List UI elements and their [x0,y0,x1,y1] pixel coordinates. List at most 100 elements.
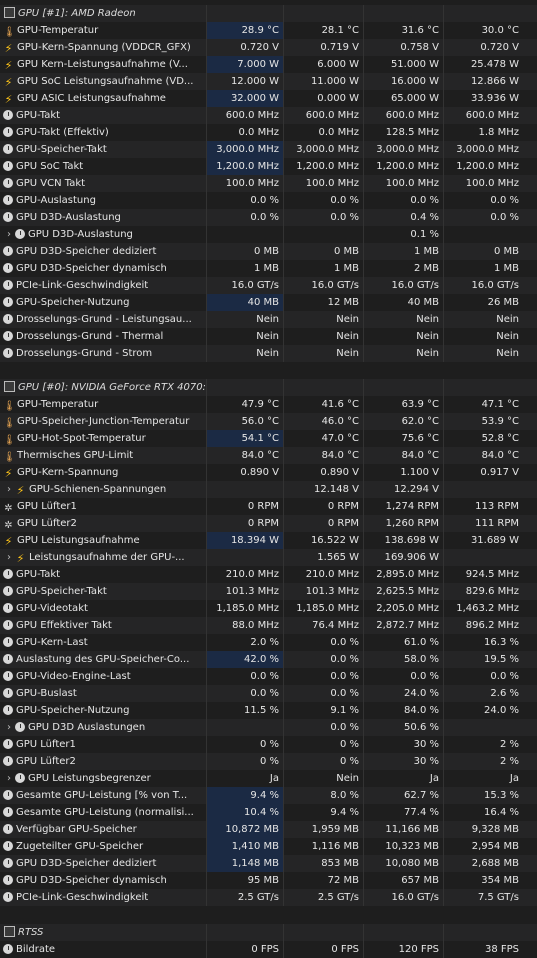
sensor-row[interactable]: GPU SoC Takt 1,200.0 MHz 1,200.0 MHz 1,200.… [0,158,537,175]
clock-icon [3,161,13,171]
section-title: GPU [#0]: NVIDIA GeForce RTX 4070: Palit… [0,379,206,396]
sensor-row[interactable]: ⚡ GPU ASIC Leistungsaufnahme 32.000 W 0.000… [0,90,537,107]
sensor-row[interactable]: Gesamte GPU-Leistung [% von T... 9.4 % 8.0… [0,787,537,804]
sensor-row[interactable]: ⚡ GPU Leistungsaufnahme 18.394 W 16.522 W 13… [0,532,537,549]
current-value: 0.0 % [206,192,283,209]
avg-value: Nein [443,328,523,345]
sensor-row[interactable]: GPU-Buslast 0.0 % 0.0 % 24.0 % 2.6 % [0,685,537,702]
sensor-row[interactable]: ✲ GPU Lüfter2 0 RPM 0 RPM 1,260 RPM 111 RPM [0,515,537,532]
max-value: Nein [363,328,443,345]
sensor-row[interactable]: ✲ GPU Lüfter1 0 RPM 0 RPM 1,274 RPM 113 RPM [0,498,537,515]
sensor-row[interactable]: 🌡Thermisches GPU-Limit 84.0 °C 84.0 °C 84.0… [0,447,537,464]
sensor-label: Verfügbar GPU-Speicher [16,824,137,835]
sensor-row[interactable]: PCIe-Link-Geschwindigkeit 16.0 GT/s 16.0 G… [0,277,537,294]
sensor-row[interactable]: Drosselungs-Grund - Thermal Nein Nein Nein N… [0,328,537,345]
avg-value: 2.6 % [443,685,523,702]
avg-value: 113 RPM [443,498,523,515]
sensor-row[interactable]: Zugeteilter GPU-Speicher 1,410 MB 1,116 MB… [0,838,537,855]
sensor-row[interactable]: GPU-Speicher-Takt 3,000.0 MHz 3,000.0 MHz 3… [0,141,537,158]
sensor-row[interactable]: Drosselungs-Grund - Strom Nein Nein Nein Nei… [0,345,537,362]
clock-icon [3,858,13,868]
max-value: 10,080 MB [363,855,443,872]
current-value: 42.0 % [206,651,283,668]
sensor-row[interactable]: › GPU D3D Auslastungen 0.0 % 50.6 % [0,719,537,736]
current-value: 210.0 MHz [206,566,283,583]
sensor-row[interactable]: GPU-Speicher-Nutzung 40 MB 12 MB 40 MB 26 MB [0,294,537,311]
current-value: 0.720 V [206,39,283,56]
sensor-row[interactable]: 🌡GPU-Speicher-Junction-Temperatur 56.0 °C… [0,413,537,430]
max-value: 100.0 MHz [363,175,443,192]
expand-arrow-icon[interactable]: › [7,552,11,563]
sensor-name: › GPU Leistungsbegrenzer [0,770,206,787]
sensor-row[interactable]: GPU-Speicher-Takt 101.3 MHz 101.3 MHz 2,625… [0,583,537,600]
sensor-row[interactable]: 🌡GPU-Temperatur 47.9 °C 41.6 °C 63.9 °C 47.1… [0,396,537,413]
sensor-row[interactable]: GPU VCN Takt 100.0 MHz 100.0 MHz 100.0 MHz 1… [0,175,537,192]
max-value: 84.0 °C [363,447,443,464]
sensor-name: GPU-Videotakt [0,600,206,617]
clock-icon [3,212,13,222]
sensor-row[interactable]: GPU D3D-Speicher dediziert 0 MB 0 MB 1 MB 0 … [0,243,537,260]
sensor-row[interactable]: GPU-Takt 210.0 MHz 210.0 MHz 2,895.0 MHz 924… [0,566,537,583]
avg-value: 0.720 V [443,39,523,56]
expand-arrow-icon[interactable]: › [7,229,11,240]
sensor-row[interactable]: › GPU D3D-Auslastung 0.1 % [0,226,537,243]
min-value: 12 MB [283,294,363,311]
sensor-row[interactable]: › ⚡ GPU-Schienen-Spannungen 12.148 V 12.294 … [0,481,537,498]
section-header[interactable]: RTSS [0,924,537,941]
avg-value: 9,328 MB [443,821,523,838]
clock-icon [3,144,13,154]
max-value: 63.9 °C [363,396,443,413]
max-value: 65.000 W [363,90,443,107]
sensor-row[interactable]: GPU-Takt (Effektiv) 0.0 MHz 0.0 MHz 128.5 M… [0,124,537,141]
sensor-name: 🌡GPU-Hot-Spot-Temperatur [0,430,206,447]
sensor-row[interactable]: GPU Effektiver Takt 88.0 MHz 76.4 MHz 2,872… [0,617,537,634]
sensor-row[interactable]: PCIe-Link-Geschwindigkeit 2.5 GT/s 2.5 GT/… [0,889,537,906]
avg-value: 19.5 % [443,651,523,668]
sensor-row[interactable]: Drosselungs-Grund - Leistungsau... Nein Ne… [0,311,537,328]
sensor-row[interactable]: ⚡ GPU-Kern-Spannung (VDDCR_GFX) 0.720 V 0.7… [0,39,537,56]
min-value: Nein [283,770,363,787]
sensor-row[interactable]: GPU-Kern-Last 2.0 % 0.0 % 61.0 % 16.3 % [0,634,537,651]
expand-arrow-icon[interactable]: › [7,484,11,495]
sensor-row[interactable]: GPU-Video-Engine-Last 0.0 % 0.0 % 0.0 % 0.0 … [0,668,537,685]
sensor-row[interactable]: GPU-Speicher-Nutzung 11.5 % 9.1 % 84.0 % 24.… [0,702,537,719]
sensor-row[interactable]: ⚡ GPU Kern-Leistungsaufnahme (V... 7.000 W… [0,56,537,73]
min-value: 0.0 % [283,209,363,226]
sensor-row[interactable]: GPU-Videotakt 1,185.0 MHz 1,185.0 MHz 2,205… [0,600,537,617]
sensor-row[interactable]: ⚡ GPU SoC Leistungsaufnahme (VD... 12.000 … [0,73,537,90]
sensor-row[interactable]: Verfügbar GPU-Speicher 10,872 MB 1,959 MB 1… [0,821,537,838]
sensor-row[interactable]: GPU D3D-Speicher dynamisch 95 MB 72 MB 657 … [0,872,537,889]
sensor-row[interactable]: GPU D3D-Speicher dediziert 1,148 MB 853 MB… [0,855,537,872]
section-title-text: GPU [#1]: AMD Radeon [18,8,136,19]
sensor-name: › GPU D3D Auslastungen [0,719,206,736]
sensor-row[interactable]: Gesamte GPU-Leistung (normalisi... 10.4 %… [0,804,537,821]
sensor-row[interactable]: › GPU Leistungsbegrenzer Ja Nein Ja Ja [0,770,537,787]
sensor-label: GPU D3D-Speicher dediziert [16,858,157,869]
min-value: 210.0 MHz [283,566,363,583]
current-value: 1 MB [206,260,283,277]
sensor-row[interactable]: GPU D3D-Speicher dynamisch 1 MB 1 MB 2 MB 1 … [0,260,537,277]
sensor-row[interactable]: 🌡GPU-Temperatur 28.9 °C 28.1 °C 31.6 °C 30.0… [0,22,537,39]
sensor-row[interactable]: 🌡GPU-Hot-Spot-Temperatur 54.1 °C 47.0 °C 75… [0,430,537,447]
section-header[interactable]: GPU [#0]: NVIDIA GeForce RTX 4070: Palit… [0,379,537,396]
sensor-name: Gesamte GPU-Leistung (normalisi... [0,804,206,821]
sensor-row[interactable]: › ⚡ Leistungsaufnahme der GPU-... 1.565 W 16… [0,549,537,566]
current-value: 101.3 MHz [206,583,283,600]
max-value: 16.0 GT/s [363,277,443,294]
sensor-row[interactable]: GPU Lüfter1 0 % 0 % 30 % 2 % [0,736,537,753]
expand-arrow-icon[interactable]: › [7,773,11,784]
sensor-row[interactable]: GPU-Auslastung 0.0 % 0.0 % 0.0 % 0.0 % [0,192,537,209]
sensor-name: GPU-Takt [0,566,206,583]
expand-arrow-icon[interactable]: › [7,722,11,733]
max-value: 2,872.7 MHz [363,617,443,634]
section-header[interactable]: GPU [#1]: AMD Radeon [0,5,537,22]
sensor-row[interactable]: GPU D3D-Auslastung 0.0 % 0.0 % 0.4 % 0.0 % [0,209,537,226]
sensor-row[interactable]: GPU Lüfter2 0 % 0 % 30 % 2 % [0,753,537,770]
sensor-label: GPU-Takt (Effektiv) [16,127,109,138]
sensor-name: PCIe-Link-Geschwindigkeit [0,889,206,906]
sensor-row[interactable]: Auslastung des GPU-Speicher-Co... 42.0 % 0… [0,651,537,668]
sensor-row[interactable]: Bildrate 0 FPS 0 FPS 120 FPS 38 FPS [0,941,537,958]
avg-value [443,719,523,736]
sensor-row[interactable]: GPU-Takt 600.0 MHz 600.0 MHz 600.0 MHz 600.0… [0,107,537,124]
